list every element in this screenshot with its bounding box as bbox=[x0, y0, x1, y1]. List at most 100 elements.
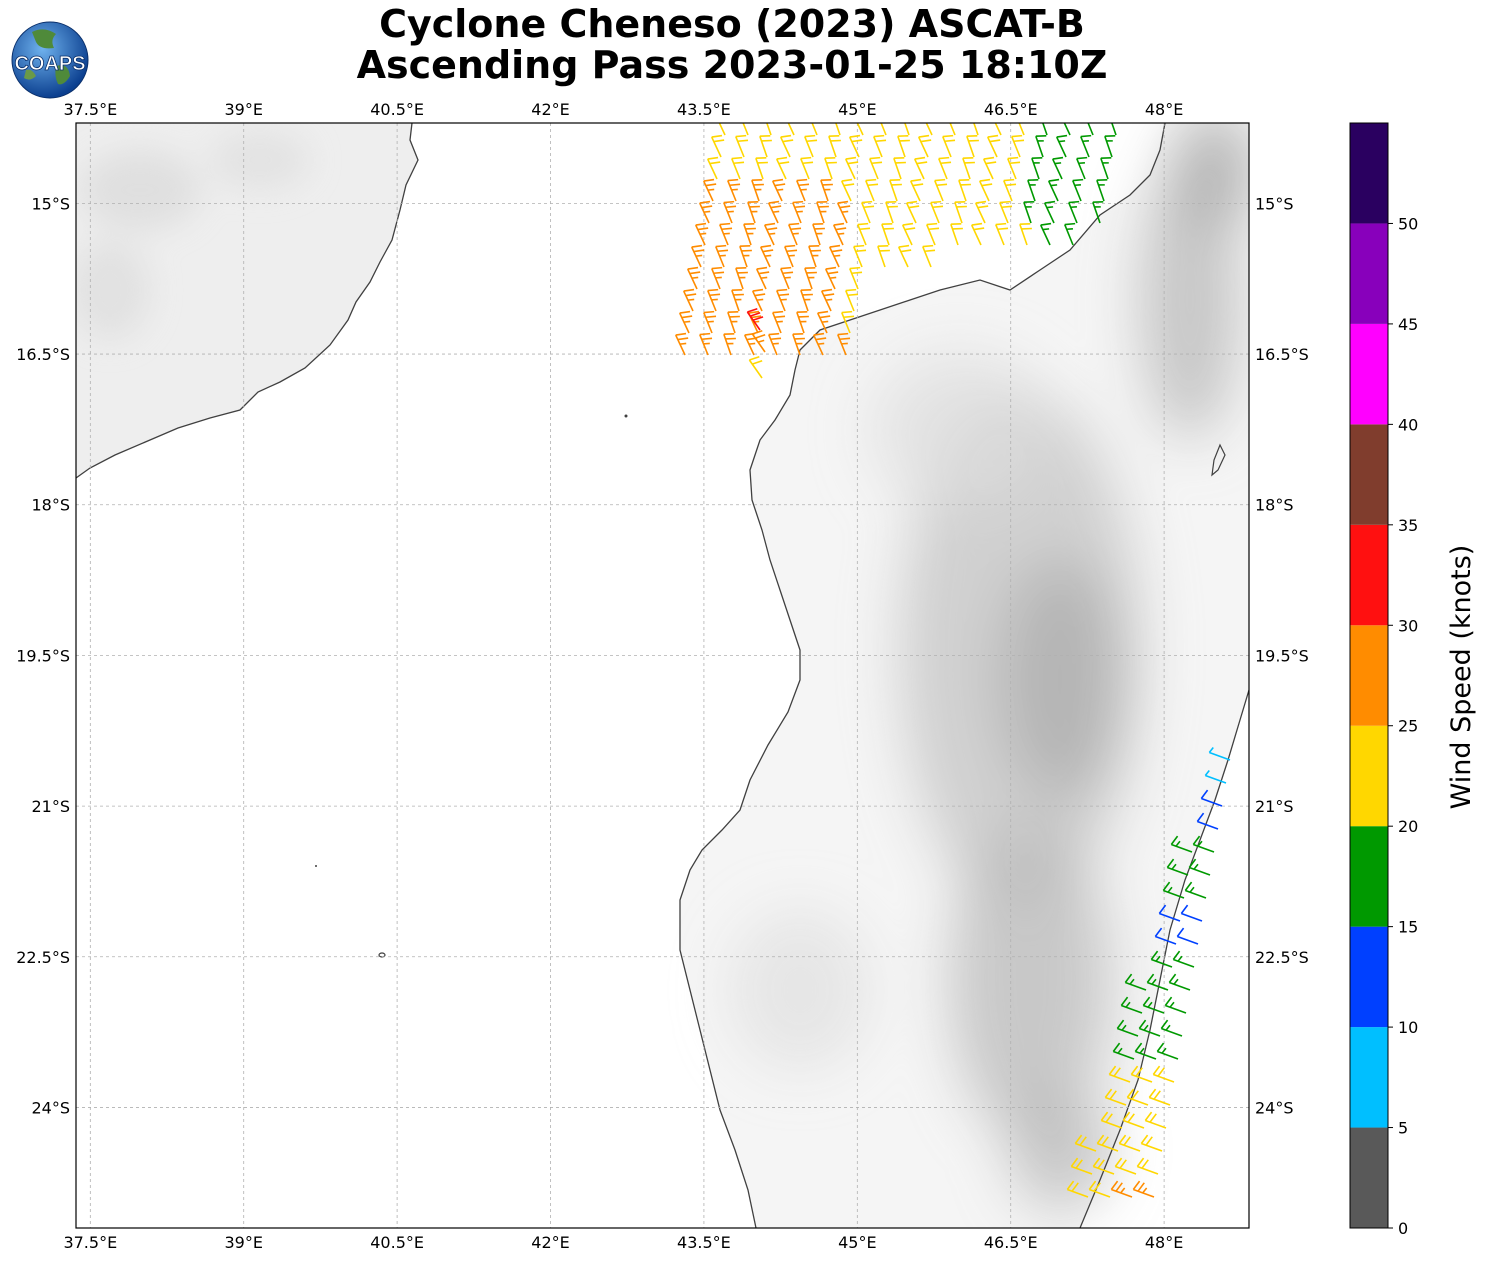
lat-tick-label-right: 24°S bbox=[1255, 1098, 1294, 1117]
wind-barb bbox=[917, 134, 932, 158]
wind-barb bbox=[783, 123, 795, 136]
wind-barb bbox=[921, 123, 933, 136]
wind-barb bbox=[897, 244, 912, 268]
wind-barb bbox=[922, 244, 936, 268]
wind-barb bbox=[841, 310, 855, 334]
colorbar-label: Wind Speed (knots) bbox=[1446, 545, 1477, 810]
lon-tick-label-top: 43.5°E bbox=[677, 100, 731, 119]
wind-barb bbox=[1007, 156, 1021, 180]
wind-barb bbox=[897, 134, 910, 158]
wind-barb bbox=[1100, 1111, 1123, 1129]
wind-barb bbox=[1059, 123, 1071, 136]
wind-barb bbox=[832, 222, 847, 246]
wind-barb bbox=[1156, 1042, 1179, 1060]
lon-tick-label-bottom: 42°E bbox=[531, 1233, 569, 1252]
wind-barb bbox=[946, 123, 956, 136]
wind-barb bbox=[1076, 156, 1088, 180]
wind-barb bbox=[820, 178, 833, 202]
wind-barb bbox=[755, 156, 768, 180]
wind-barb bbox=[776, 288, 790, 312]
lat-tick-label-left: 16.5°S bbox=[16, 345, 70, 364]
wind-barb bbox=[942, 134, 956, 158]
lon-tick-label-bottom: 43.5°E bbox=[677, 1233, 731, 1252]
wind-barb bbox=[1168, 973, 1191, 991]
wind-barb bbox=[1080, 134, 1092, 158]
wind-barb bbox=[824, 266, 839, 290]
wind-barb bbox=[816, 310, 831, 334]
wind-barb bbox=[962, 156, 975, 180]
colorbar-bin bbox=[1350, 223, 1388, 324]
island-marker bbox=[315, 865, 317, 867]
wind-barb bbox=[674, 332, 689, 356]
wind-barb bbox=[796, 178, 810, 202]
wind-barb bbox=[999, 200, 1013, 224]
wind-barb bbox=[1003, 178, 1017, 202]
lat-tick-label-left: 19.5°S bbox=[16, 646, 70, 665]
wind-barb bbox=[678, 310, 693, 334]
wind-barb bbox=[1154, 927, 1177, 945]
lat-tick-label-left: 24°S bbox=[31, 1098, 70, 1117]
wind-barb bbox=[1118, 1134, 1141, 1152]
wind-barb bbox=[804, 134, 818, 158]
wind-barb bbox=[1148, 1088, 1171, 1106]
wind-barb bbox=[743, 222, 756, 246]
wind-barb bbox=[1096, 1134, 1119, 1152]
wind-barb bbox=[970, 222, 985, 246]
wind-barb bbox=[747, 200, 760, 224]
wind-barb bbox=[1070, 1157, 1093, 1175]
wind-barb bbox=[1104, 1088, 1127, 1106]
lake-outline bbox=[1211, 443, 1226, 477]
colorbar-tick-label: 5 bbox=[1398, 1119, 1408, 1138]
colorbar-tick-label: 15 bbox=[1398, 918, 1418, 937]
wind-barb bbox=[1023, 200, 1035, 224]
wind-barb bbox=[751, 178, 764, 202]
wind-barb bbox=[779, 134, 794, 158]
wind-barb bbox=[739, 123, 749, 136]
wind-barb bbox=[836, 200, 851, 224]
wind-barb bbox=[1192, 835, 1215, 853]
wind-barb bbox=[845, 288, 859, 312]
wind-barb bbox=[792, 332, 805, 356]
colorbar-tick-label: 35 bbox=[1398, 516, 1418, 535]
title-line-1: Cyclone Cheneso (2023) ASCAT-B bbox=[379, 2, 1085, 46]
colorbar-bin bbox=[1350, 524, 1388, 626]
wind-barb bbox=[1196, 812, 1219, 830]
wind-barb bbox=[703, 310, 717, 334]
wind-barb bbox=[848, 134, 863, 158]
madagascar-terrain bbox=[730, 123, 1249, 1210]
wind-barb bbox=[824, 156, 837, 180]
wind-barb bbox=[808, 123, 818, 136]
wind-barb bbox=[723, 200, 737, 224]
wind-barb bbox=[702, 178, 717, 202]
wind-barb bbox=[780, 266, 794, 290]
wind-barb bbox=[771, 178, 786, 202]
chart-title: Cyclone Cheneso (2023) ASCAT-B Ascending… bbox=[0, 4, 1464, 86]
tick-labels: 37.5°E 37.5°E 39°E 39°E 40.5°E 40.5°E 42°E 42°E… bbox=[16, 100, 1309, 1252]
wind-barb bbox=[1140, 1134, 1163, 1152]
wind-barb bbox=[682, 288, 697, 312]
wind-barb bbox=[990, 123, 1002, 136]
wind-barb bbox=[905, 200, 920, 224]
wind-barb bbox=[954, 200, 967, 224]
wind-barb bbox=[719, 222, 733, 246]
wind-barb bbox=[1138, 1019, 1161, 1037]
wind-barb bbox=[698, 200, 713, 224]
wind-barb bbox=[710, 134, 725, 158]
lat-tick-label-left: 21°S bbox=[31, 797, 70, 816]
wind-barb bbox=[1134, 1042, 1157, 1060]
wind-barb bbox=[1188, 858, 1211, 876]
wind-barb bbox=[881, 222, 894, 246]
lat-tick-label-right: 21°S bbox=[1255, 797, 1294, 816]
wind-barb bbox=[1088, 1180, 1111, 1198]
wind-barb bbox=[746, 307, 764, 331]
wind-barb bbox=[763, 123, 772, 136]
wind-barb bbox=[934, 178, 948, 202]
wind-barb bbox=[853, 244, 867, 268]
wind-barb bbox=[837, 332, 851, 356]
wind-barb bbox=[966, 134, 979, 158]
colorbar-bin bbox=[1350, 826, 1388, 927]
wind-barb bbox=[727, 310, 740, 334]
lat-tick-label-right: 16.5°S bbox=[1255, 345, 1309, 364]
wind-barb bbox=[1043, 200, 1056, 224]
wind-barb bbox=[707, 288, 721, 312]
